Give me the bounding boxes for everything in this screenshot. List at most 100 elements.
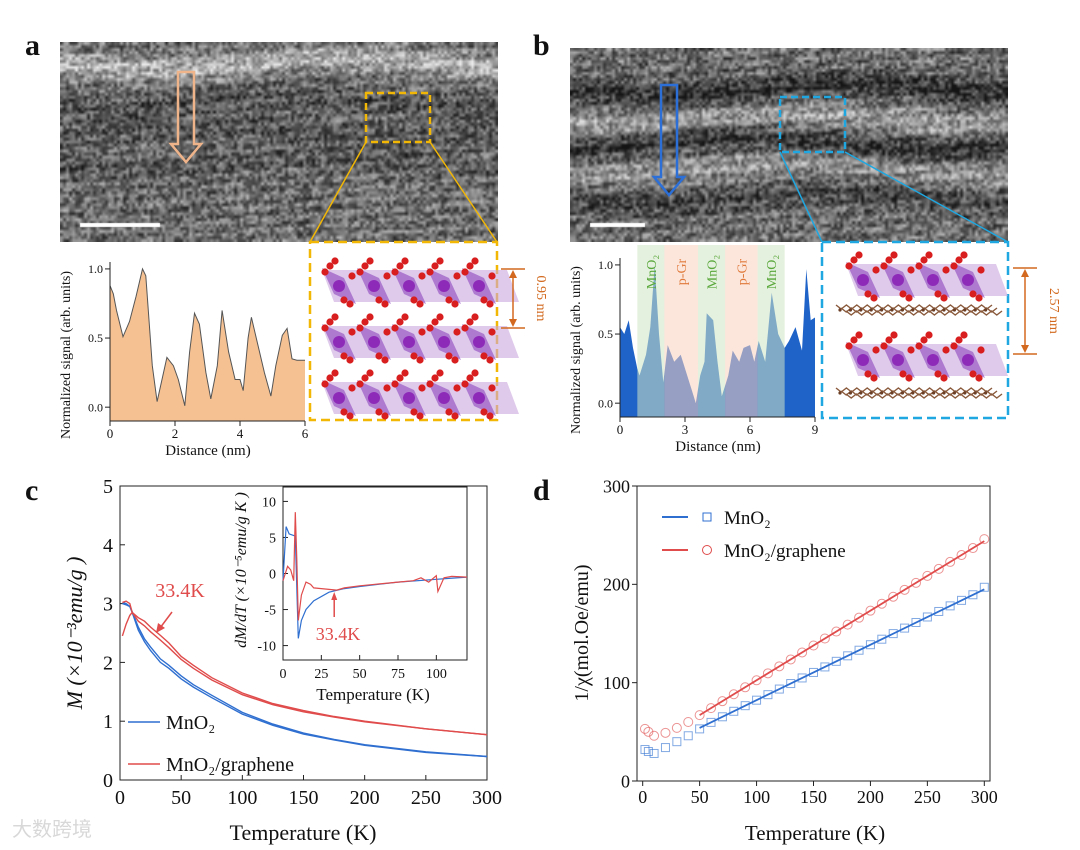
data-point <box>740 682 751 693</box>
data-point <box>888 591 899 602</box>
o-atom <box>905 294 913 302</box>
data-point <box>660 743 670 753</box>
data-point <box>728 689 739 700</box>
o-atom <box>915 342 923 350</box>
o-atom <box>321 380 329 388</box>
o-atom <box>346 412 354 420</box>
o-atom <box>942 346 950 354</box>
o-atom <box>416 356 424 364</box>
o-atom <box>955 256 963 264</box>
o-atom <box>453 272 461 280</box>
o-atom <box>426 268 434 276</box>
o-atom <box>899 290 907 298</box>
band-label: p-Gr <box>735 258 750 285</box>
data-point <box>854 612 865 623</box>
mn-atom <box>857 274 869 286</box>
o-atom <box>850 256 858 264</box>
o-atom <box>356 380 364 388</box>
mn-atom <box>962 274 974 286</box>
o-atom <box>340 408 348 416</box>
x-tick-label: 300 <box>472 787 502 809</box>
mn-atom <box>333 392 345 404</box>
legend-marker <box>702 512 712 522</box>
o-atom <box>326 262 334 270</box>
axes-panel_d: 0 50 100 150 200 250 300 0 100 200 300 <box>603 476 998 807</box>
band-pgr <box>725 245 758 417</box>
axis-frame <box>636 485 991 782</box>
inset-annotation: 33.4K <box>316 624 361 644</box>
o-atom <box>383 384 391 392</box>
panel-label-d: d <box>533 474 550 507</box>
y-axis-label: Normalized signal (arb. units) <box>59 271 74 439</box>
o-atom <box>361 318 369 326</box>
o-atom <box>431 262 439 270</box>
arrowhead-icon <box>156 623 165 633</box>
arrowhead-icon <box>509 270 517 278</box>
data-point <box>865 640 875 650</box>
data-point <box>683 717 694 727</box>
y-tick-label: 0.5 <box>88 331 103 345</box>
o-atom <box>383 272 391 280</box>
inset-y-axis-label: dM/dT (×10⁻⁵emu/g K ) <box>233 492 250 648</box>
mn-atom <box>368 280 380 292</box>
x-axis-label: Distance (nm) <box>165 443 250 459</box>
o-atom <box>872 266 880 274</box>
x-tick-label: 100 <box>227 787 257 809</box>
panel-label-b: b <box>533 29 550 62</box>
band-label: MnO₂ <box>645 255 660 290</box>
mno2-layer <box>845 331 1008 382</box>
legend-label: MnO₂/graphene <box>166 754 294 776</box>
o-atom <box>488 384 496 392</box>
o-atom <box>960 251 968 259</box>
x-axis-label: Temperature (K) <box>230 820 377 845</box>
o-atom <box>401 257 409 265</box>
spacing-a: 0.95 nm <box>501 268 548 329</box>
o-atom <box>356 268 364 276</box>
o-atom <box>416 300 424 308</box>
data-point <box>694 710 705 721</box>
data-point <box>762 668 773 679</box>
o-atom <box>488 328 496 336</box>
o-atom <box>346 356 354 364</box>
spacing-a-label: 0.95 nm <box>533 276 548 322</box>
data-point <box>643 747 653 756</box>
fit-line-mno2 <box>699 588 985 729</box>
o-atom <box>915 262 923 270</box>
y-axis-label: M (×10⁻³emu/g ) <box>62 557 87 711</box>
data-point <box>865 605 876 616</box>
x-tick-label: 50 <box>171 787 191 809</box>
data-point <box>842 619 853 630</box>
data-point <box>945 556 956 567</box>
x-tick-label: 6 <box>747 422 754 437</box>
o-atom <box>466 374 474 382</box>
o-atom <box>885 336 893 344</box>
callout-line <box>429 141 498 243</box>
data-point <box>752 695 762 705</box>
o-atom <box>480 352 488 360</box>
o-atom <box>880 262 888 270</box>
axes-profile_a: 0 2 4 6 0.0 0.5 1.0 <box>88 262 309 441</box>
annotation-arrow-icon <box>159 611 173 629</box>
band-label: MnO₂ <box>706 255 721 290</box>
data-point <box>740 701 750 711</box>
data-point <box>934 606 944 616</box>
data-point <box>945 601 955 611</box>
callout-line <box>779 151 823 243</box>
o-atom <box>977 266 985 274</box>
o-atom <box>890 331 898 339</box>
series-fc-graphene <box>122 600 488 736</box>
data-point <box>888 629 898 639</box>
band-pgr <box>664 245 698 417</box>
o-atom <box>471 369 479 377</box>
o-atom <box>969 370 977 378</box>
x-tick-label: 3 <box>682 422 689 437</box>
tem-image-b <box>570 48 1008 242</box>
x-axis-label: Distance (nm) <box>675 439 760 455</box>
data-point <box>729 706 739 716</box>
o-atom <box>480 408 488 416</box>
y-tick-label: 5 <box>269 531 276 546</box>
mn-atom <box>892 274 904 286</box>
o-atom <box>366 313 374 321</box>
graphene-sheet <box>835 387 1003 399</box>
